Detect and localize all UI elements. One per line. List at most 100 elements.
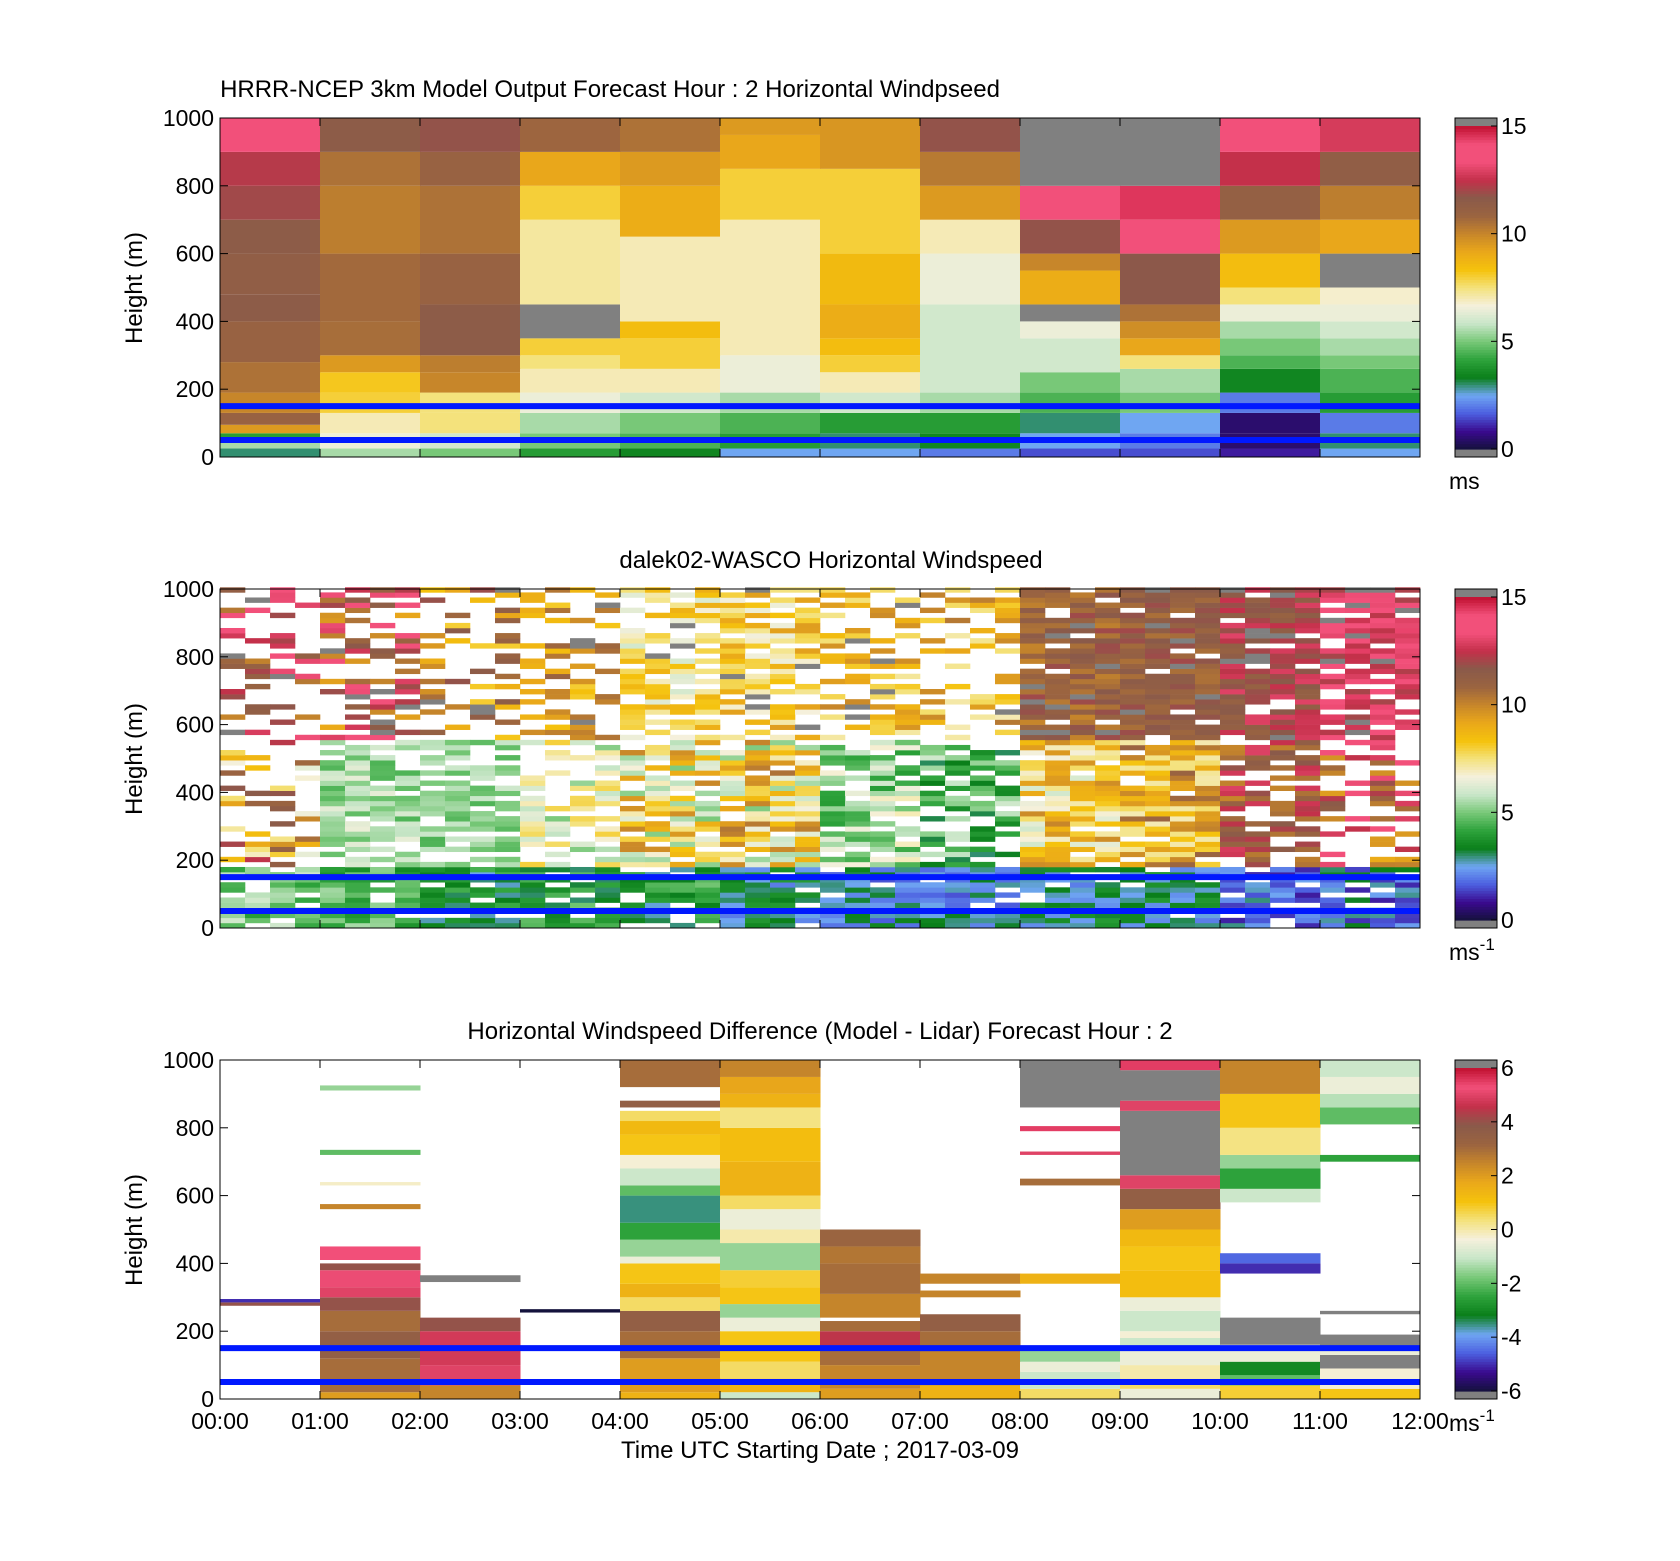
lidar-cell xyxy=(645,709,671,715)
lidar-cell xyxy=(320,617,346,624)
heatmap-cell xyxy=(720,1361,821,1379)
lidar-cell xyxy=(570,663,596,669)
lidar-cell xyxy=(1320,704,1346,710)
lidar-cell xyxy=(1195,816,1221,822)
lidar-cell xyxy=(1295,739,1321,746)
lidar-cell xyxy=(370,648,396,654)
lidar-cell xyxy=(1345,633,1371,639)
lidar-cell xyxy=(1245,821,1271,827)
lidar-cell xyxy=(745,755,771,761)
colorbar-swatch xyxy=(1455,1224,1497,1228)
lidar-cell xyxy=(1095,821,1121,827)
lidar-cell xyxy=(645,750,671,756)
colorbar-swatch xyxy=(1455,290,1497,294)
lidar-cell xyxy=(720,805,746,812)
colorbar-swatch xyxy=(1455,1135,1497,1139)
lidar-cell xyxy=(1270,638,1296,644)
lidar-cell xyxy=(1245,699,1271,705)
lidar-cell xyxy=(1045,683,1071,690)
heatmap-cell xyxy=(920,1273,1021,1284)
heatmap-cell xyxy=(1320,1060,1421,1077)
colorbar-swatch xyxy=(1455,642,1497,647)
lidar-cell xyxy=(1320,831,1346,837)
lidar-cell xyxy=(1170,856,1196,863)
lidar-cell xyxy=(1395,912,1421,919)
lidar-cell xyxy=(1020,816,1046,822)
lidar-cell xyxy=(245,755,271,761)
lidar-cell xyxy=(1045,816,1071,822)
lidar-cell xyxy=(770,846,796,853)
lidar-cell xyxy=(995,750,1021,756)
colorbar-swatch xyxy=(1455,220,1497,224)
lidar-cell xyxy=(420,897,446,903)
lidar-cell xyxy=(870,694,896,700)
lidar-cell xyxy=(1020,744,1046,751)
colorbar-swatch xyxy=(1455,1339,1497,1344)
lidar-cell xyxy=(1070,831,1096,837)
lidar-cell xyxy=(1020,836,1046,842)
colorbar-swatch xyxy=(1455,871,1497,875)
lidar-cell xyxy=(270,851,296,858)
lidar-cell xyxy=(1195,627,1221,634)
lidar-cell xyxy=(1170,892,1196,898)
lidar-cell xyxy=(945,795,971,802)
heatmap-cell xyxy=(1220,151,1321,186)
lidar-cell xyxy=(1120,805,1146,812)
lidar-cell xyxy=(1220,790,1246,797)
lidar-cell xyxy=(1145,775,1171,781)
lidar-cell xyxy=(870,821,896,827)
lidar-cell xyxy=(1045,694,1071,700)
lidar-cell xyxy=(1020,760,1046,766)
lidar-cell xyxy=(1045,760,1071,766)
lidar-cell xyxy=(945,760,971,766)
lidar-cell xyxy=(1220,750,1246,756)
colorbar-swatch xyxy=(1455,879,1497,883)
lidar-cell xyxy=(1270,866,1296,873)
lidar-cell xyxy=(395,826,421,832)
lidar-cell xyxy=(1045,689,1071,695)
lidar-cell xyxy=(1370,866,1396,873)
lidar-cell xyxy=(295,678,321,685)
lidar-cell xyxy=(1145,724,1171,730)
lidar-cell xyxy=(395,648,421,654)
lidar-cell xyxy=(1145,816,1171,822)
lidar-cell xyxy=(1120,770,1146,776)
heatmap-cell xyxy=(1320,1076,1421,1094)
lidar-cell xyxy=(1145,622,1171,629)
lidar-cell xyxy=(1220,678,1246,685)
colorbar-swatch xyxy=(1455,177,1497,181)
heatmap-cell xyxy=(220,1299,321,1303)
lidar-cell xyxy=(1220,719,1246,725)
lidar-cell xyxy=(420,866,446,873)
colorbar-tick-label: 2 xyxy=(1501,1163,1514,1189)
lidar-cell xyxy=(1345,668,1371,675)
lidar-cell xyxy=(670,750,696,756)
lidar-cell xyxy=(745,587,771,593)
lidar-cell xyxy=(1320,917,1346,924)
lidar-cell xyxy=(370,755,396,761)
heatmap-cell xyxy=(1220,1093,1321,1128)
lidar-cell xyxy=(345,602,371,608)
lidar-cell xyxy=(770,658,796,664)
heatmap-cell xyxy=(620,1168,721,1186)
lidar-cell xyxy=(1020,643,1046,649)
lidar-cell xyxy=(745,760,771,766)
lidar-cell xyxy=(770,882,796,888)
lidar-cell xyxy=(420,831,446,837)
colorbar-swatch xyxy=(1455,424,1497,429)
lidar-cell xyxy=(695,612,721,619)
heatmap-cell xyxy=(420,412,521,434)
lidar-cell xyxy=(1070,678,1096,685)
lidar-cell xyxy=(420,689,446,695)
lidar-cell xyxy=(395,689,421,695)
lidar-cell xyxy=(520,800,546,807)
lidar-cell xyxy=(1020,780,1046,786)
lidar-cell xyxy=(970,755,996,761)
colorbar-swatch xyxy=(1455,836,1497,840)
lidar-cell xyxy=(520,841,546,847)
heatmap-cell xyxy=(720,448,821,457)
lidar-cell xyxy=(970,714,996,720)
lidar-cell xyxy=(945,902,971,908)
lidar-cell xyxy=(745,638,771,644)
heatmap-cell xyxy=(1220,219,1321,254)
